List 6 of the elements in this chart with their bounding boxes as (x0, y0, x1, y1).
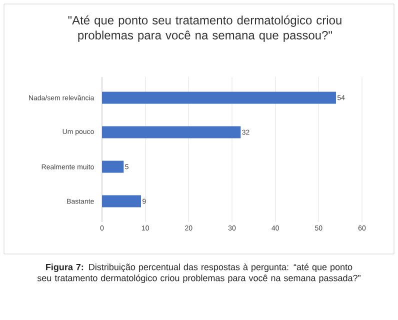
chart-title: "Até que ponto seu tratamento dermatológico criou problemas para você na semana que passou?" (68, 16, 342, 42)
bar (102, 195, 142, 208)
bar (102, 160, 124, 173)
bar (102, 126, 241, 138)
text: Figura 7: Distribuição percentual das respostas à pergunta: “até que ponto seu tratamento dermatológico criou problemas para você na semana passada?” (37, 264, 360, 284)
bar (102, 92, 336, 104)
